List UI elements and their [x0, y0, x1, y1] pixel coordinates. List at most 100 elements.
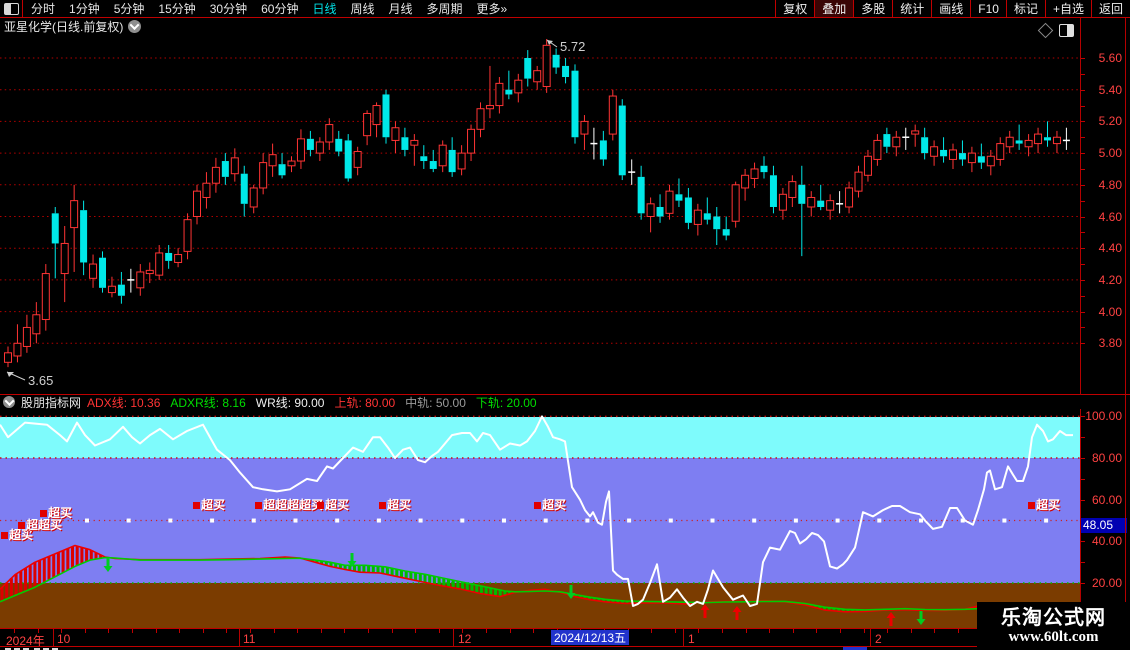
- axis-tick: [1081, 343, 1085, 345]
- svg-text:3.65: 3.65: [28, 373, 53, 388]
- clipped-highlight: [843, 647, 867, 650]
- date-tick: [156, 629, 157, 633]
- date-separator: [453, 629, 454, 647]
- period-tab-周线[interactable]: 周线: [350, 2, 375, 16]
- period-tab-月线[interactable]: 月线: [388, 2, 413, 16]
- date-axis-border: [0, 646, 1130, 647]
- indicator-axis-label-20.00: 20.00: [1091, 576, 1122, 591]
- chart-title[interactable]: 亚星化学(日线.前复权): [4, 19, 124, 34]
- date-tick: [533, 629, 534, 633]
- axis-tick: [1081, 264, 1085, 266]
- layout-toggle-button[interactable]: [0, 0, 23, 17]
- indicator-header: 股朋指标网 ADX线: 10.36 ADXR线: 8.16 WR线: 90.00 上轨…: [0, 395, 1083, 410]
- date-tick: [698, 629, 699, 633]
- period-tab-多周期[interactable]: 多周期: [426, 2, 463, 16]
- price-label-5.40: 5.40: [1098, 82, 1122, 97]
- diamond-icon[interactable]: [1037, 22, 1054, 39]
- date-tick: [816, 629, 817, 633]
- chart-corner-icons: [1037, 22, 1074, 39]
- layout-toggle-icon: [3, 2, 19, 15]
- axis-tick: [1081, 279, 1085, 281]
- top-toolbar: 分时 1分钟 5分钟 15分钟 30分钟 60分钟 日线 周线 月线 多周期 更多» 复权 叠加 多股统…: [0, 0, 1130, 18]
- date-separator: [683, 629, 684, 647]
- indicator-axis-label-60.00: 60.00: [1091, 492, 1122, 507]
- date-tick: [510, 629, 511, 633]
- axis-tick: [1081, 89, 1085, 91]
- price-label-5.20: 5.20: [1098, 114, 1122, 129]
- toolbar-button-统计[interactable]: 统计: [892, 0, 931, 17]
- period-tab-5分钟[interactable]: 5分钟: [113, 2, 145, 16]
- toolbar-button-标记[interactable]: 标记: [1005, 0, 1045, 17]
- toolbar-button-复权[interactable]: 复权: [775, 0, 814, 17]
- axis-tick: [1081, 248, 1085, 250]
- toolbar-button-叠加[interactable]: 叠加: [814, 0, 854, 17]
- indicator-axis: 100.00 80.00 60.00 40.00 20.00 48.05: [1081, 395, 1130, 628]
- date-tick: [651, 629, 652, 633]
- period-tab-日线[interactable]: 日线: [312, 2, 337, 16]
- date-label-10: 10: [57, 632, 71, 646]
- date-tick: [226, 629, 227, 633]
- date-tick: [132, 629, 133, 633]
- indicator-axis-label-40.00: 40.00: [1091, 534, 1122, 549]
- date-tick: [722, 629, 723, 633]
- indicator-chevron-icon[interactable]: [3, 396, 15, 408]
- split-window-icon[interactable]: [1059, 24, 1074, 37]
- toolbar-button-画线[interactable]: 画线: [931, 0, 970, 17]
- axis-tick: [1081, 168, 1085, 170]
- date-tick: [911, 629, 912, 633]
- clipped-glyph: [5, 648, 11, 650]
- period-tab-1分钟[interactable]: 1分钟: [69, 2, 100, 16]
- date-separator: [53, 629, 54, 647]
- title-chevron-down-icon[interactable]: [128, 19, 142, 33]
- watermark: 乐淘公式网 www.60lt.com: [977, 602, 1130, 650]
- date-label-11: 11: [243, 632, 256, 646]
- axis-tick: [1081, 311, 1085, 313]
- date-tick: [368, 629, 369, 633]
- clipped-glyph: [52, 648, 58, 650]
- indicator-name[interactable]: 股朋指标网: [21, 395, 82, 410]
- date-tick: [203, 629, 204, 633]
- axis-tick: [1081, 562, 1085, 564]
- axis-tick: [1081, 583, 1085, 585]
- clipped-glyph: [14, 648, 20, 650]
- svg-text:5.72: 5.72: [560, 39, 585, 54]
- date-tick: [746, 629, 747, 633]
- indicator-field: ADXR线: 8.16: [170, 395, 246, 410]
- selected-date-badge: 2024/12/13五: [551, 630, 630, 645]
- date-tick: [274, 629, 275, 633]
- date-tick: [769, 629, 770, 633]
- axis-tick: [1081, 73, 1085, 75]
- watermark-title: 乐淘公式网: [1001, 606, 1106, 629]
- period-tab-更多»[interactable]: 更多»: [476, 2, 508, 16]
- period-tab-60分钟[interactable]: 60分钟: [261, 2, 299, 16]
- indicator-axis-label-80.00: 80.00: [1091, 451, 1122, 466]
- price-label-5.00: 5.00: [1098, 146, 1122, 161]
- date-tick: [934, 629, 935, 633]
- date-tick: [415, 629, 416, 633]
- chart-indicator-divider: [0, 394, 1130, 395]
- period-tab-30分钟[interactable]: 30分钟: [209, 2, 248, 16]
- period-tab-15分钟[interactable]: 15分钟: [158, 2, 196, 16]
- date-tick: [85, 629, 86, 633]
- indicator-field: 下轨: 20.00: [475, 395, 537, 410]
- date-tick: [793, 629, 794, 633]
- toolbar-button-多股[interactable]: 多股: [853, 0, 892, 17]
- axis-tick: [1081, 295, 1085, 297]
- period-tab-分时[interactable]: 分时: [31, 2, 56, 16]
- candlestick-chart[interactable]: 5.72 3.65: [0, 18, 1081, 395]
- date-tick: [392, 629, 393, 633]
- toolbar-actions: 复权 叠加 多股 统计 画线 F10 标记 +自选 返回: [775, 0, 1130, 17]
- date-tick: [179, 629, 180, 633]
- watermark-url: www.60lt.com: [1008, 628, 1099, 645]
- toolbar-button-返回[interactable]: 返回: [1090, 0, 1130, 17]
- axis-tick: [1081, 184, 1085, 186]
- indicator-axis-label-100.00: 100.00: [1085, 409, 1122, 424]
- axis-tick: [1081, 437, 1085, 439]
- indicator-panel[interactable]: [0, 409, 1081, 628]
- toolbar-button-+自选[interactable]: +自选: [1044, 0, 1091, 17]
- current-value-badge: 48.05: [1081, 517, 1127, 533]
- toolbar-button-F10[interactable]: F10: [970, 0, 1006, 17]
- axis-tick: [1081, 105, 1085, 107]
- clipped-glyph: [34, 648, 40, 650]
- date-tick: [887, 629, 888, 633]
